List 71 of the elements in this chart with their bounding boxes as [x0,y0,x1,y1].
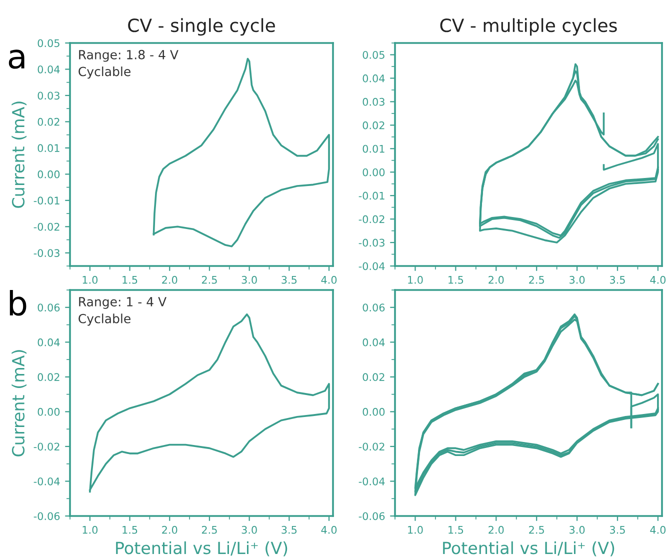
x-tick-label: 2.0 [488,526,504,534]
y-tick-label: 0.06 [38,304,60,312]
y-tick-label: 0.04 [38,65,60,74]
x-tick-label: 2.0 [162,526,178,534]
x-tick-label: 3.0 [570,526,585,534]
text: b [10,290,26,316]
x-tick-label: 2.5 [529,526,544,534]
y-tick-label: 0.00 [362,408,385,416]
y-tick-label: 0.05 [362,50,384,59]
y-tick-label: -0.04 [358,262,385,270]
chart-title: CV - multiple cycles [440,18,617,36]
y-tick-label: 0.02 [38,373,60,382]
y-tick-label: 0.00 [38,170,60,178]
x-axis-title: Potential vs Li/Li⁺ (V) [116,541,288,556]
y-tick-label: 0.05 [38,39,60,48]
x-tick-label: 1.0 [408,276,423,284]
chart-title: CV - single cycle [128,18,275,36]
y-tick-label: 0.03 [38,92,60,100]
x-tick-label: 1.5 [448,276,464,284]
y-tick-label: 0.04 [362,74,385,82]
x-tick-label: 1.5 [122,276,138,284]
y-tick-label: -0.03 [34,249,60,257]
y-tick-label: -0.04 [34,477,60,486]
x-tick-label: 2.0 [488,276,504,284]
x-tick-label: 4.0 [321,276,337,284]
x-tick-label: 3.5 [610,276,625,284]
x-tick-label: 1.5 [448,526,464,534]
x-tick-label: 3.0 [242,276,257,284]
y-tick-label: 0.00 [38,408,60,416]
y-tick-label: -0.06 [358,512,385,520]
x-tick-label: 1.0 [82,526,98,534]
y-tick-label: 0.01 [38,144,60,152]
y-tick-label: -0.02 [358,215,384,224]
x-tick-label: 1.0 [408,526,423,534]
x-tick-label: 4.0 [321,526,337,534]
x-tick-label: 3.0 [242,526,257,534]
y-tick-label: 0.06 [362,304,385,312]
annotation: Range: 1.8 - 4 V Cyclable [78,50,178,79]
y-tick-label: -0.01 [358,192,384,200]
x-tick-label: 3.5 [610,526,625,534]
y-tick-label: -0.02 [34,222,60,231]
x-tick-label: 2.5 [529,276,544,284]
y-tick-label: 0.02 [38,118,60,126]
y-tick-label: -0.02 [358,442,384,451]
x-tick-label: 2.0 [162,276,178,284]
y-tick-label: -0.06 [34,512,60,520]
x-tick-label: 1.0 [82,276,98,284]
y-tick-label: 0.04 [38,338,60,346]
text: a [8,50,24,69]
y-axis-title: Current (mA) [12,102,27,208]
x-tick-label: 3.5 [282,526,297,534]
x-tick-label: 1.5 [122,526,138,534]
x-tick-label: 4.0 [650,526,666,534]
y-tick-label: 0.00 [362,168,385,176]
y-tick-label: 0.02 [362,373,384,382]
x-tick-label: 2.5 [202,276,217,284]
x-tick-label: 3.0 [570,276,585,284]
y-tick-label: -0.02 [34,442,60,451]
y-tick-label: -0.03 [358,238,384,247]
y-tick-label: 0.01 [362,144,384,153]
y-tick-label: -0.01 [34,196,60,205]
y-tick-label: -0.04 [358,477,385,486]
y-axis-title: Current (mA) [12,350,27,456]
y-tick-label: 0.03 [362,98,384,106]
y-tick-label: 0.04 [362,338,385,346]
x-axis-title: Potential vs Li/Li⁺ (V) [443,541,614,556]
annotation: Range: 1 - 4 V Cyclable [78,297,166,326]
x-tick-label: 3.5 [282,276,297,284]
x-tick-label: 4.0 [650,276,666,284]
x-tick-label: 2.5 [202,526,217,534]
y-tick-label: 0.02 [362,121,384,130]
